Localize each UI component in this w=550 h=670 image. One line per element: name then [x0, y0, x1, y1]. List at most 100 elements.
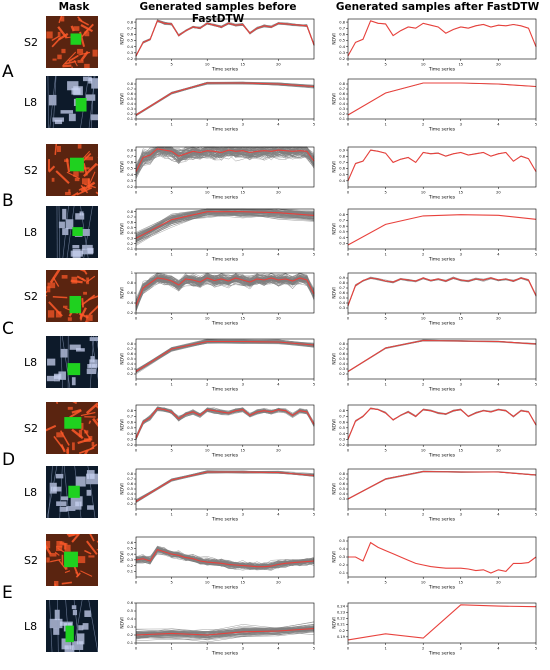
- y-tick-label: 0.8: [127, 281, 133, 285]
- sample-series-line: [347, 340, 537, 372]
- x-tick-label: 2: [206, 647, 208, 651]
- sample-series-line: [135, 213, 315, 245]
- s2-texture: [92, 417, 98, 427]
- y-tick-label: 0.5: [339, 296, 345, 300]
- y-tick-label: 0.2: [127, 564, 133, 568]
- y-tick-label: 0.7: [339, 87, 345, 91]
- l8-road: [57, 600, 59, 652]
- sample-series-line: [136, 550, 315, 568]
- y-tick-label: 0.7: [339, 219, 345, 223]
- mask-region: [72, 227, 83, 237]
- l8-patch: [61, 638, 72, 650]
- sample-series-line: [135, 472, 315, 503]
- x-tick-label: 2: [422, 123, 424, 127]
- l8-road: [52, 76, 57, 128]
- y-tick-label: 0.4: [127, 301, 133, 305]
- s2-texture: [81, 277, 85, 281]
- s2-texture: [89, 443, 98, 450]
- s2-patch: [79, 313, 83, 321]
- x-tick-label: 20: [276, 581, 281, 585]
- x-tick-label: 20: [276, 449, 281, 453]
- group-letter: C: [2, 319, 14, 339]
- sample-series-line: [347, 277, 537, 306]
- s2-texture: [86, 540, 98, 555]
- x-tick-label: 0: [347, 513, 350, 517]
- sample-series-line: [347, 277, 537, 306]
- s2-texture: [83, 270, 88, 275]
- x-axis-label: Time series: [428, 453, 456, 459]
- y-tick-label: 0.5: [127, 167, 133, 171]
- s2-patch: [83, 291, 88, 295]
- x-tick-label: 10: [205, 581, 210, 585]
- sample-series-line: [135, 342, 315, 374]
- s2-texture: [58, 16, 63, 24]
- plot-frame: [347, 468, 537, 510]
- y-tick-label: 0.6: [127, 352, 133, 356]
- x-axis-label: Time series: [211, 517, 239, 523]
- sample-series-line: [135, 20, 315, 57]
- x-tick-label: 2: [206, 383, 208, 387]
- s2-patch: [51, 177, 55, 182]
- l8-patch: [83, 76, 92, 82]
- y-tick-label: 0.6: [127, 601, 133, 605]
- l8-patch: [78, 625, 84, 631]
- sample-series-line: [347, 340, 537, 372]
- l8-patch: [71, 88, 81, 95]
- chart-B-S2-before: 0 5 10 15 20 0.2 0.3 0.4 0.5 0.6 0.7 0.8 Time series…: [120, 146, 315, 201]
- x-tick-label: 20: [496, 449, 501, 453]
- y-tick-label: 0.1: [127, 117, 133, 121]
- sample-series-line: [347, 276, 537, 306]
- y-tick-label: 0.8: [339, 342, 345, 346]
- s2-texture: [71, 66, 73, 68]
- sample-series-line: [347, 339, 537, 372]
- x-tick-label: 2: [422, 383, 424, 387]
- sample-series-line: [347, 470, 537, 500]
- reference-series-line: [135, 20, 315, 57]
- l8-patch: [56, 501, 67, 507]
- s2-texture: [48, 165, 56, 173]
- sample-series-line: [135, 342, 315, 373]
- s2-texture: [78, 186, 86, 191]
- l8-road: [80, 206, 89, 258]
- sample-series-line: [347, 276, 537, 306]
- plot-frame: [347, 208, 537, 250]
- s2-texture: [88, 295, 98, 301]
- y-axis-label: NDVI: [120, 33, 126, 44]
- y-tick-label: 0.4: [127, 231, 133, 235]
- s2-texture: [95, 162, 98, 166]
- x-axis-label: Time series: [211, 387, 239, 393]
- s2-texture: [80, 50, 89, 62]
- sample-series-line: [135, 20, 315, 57]
- y-tick-label: 0.3: [127, 437, 133, 441]
- x-tick-label: 3: [242, 253, 244, 257]
- x-tick-label: 1: [384, 647, 386, 651]
- y-tick-label: 0.19: [337, 635, 346, 639]
- x-tick-label: 5: [313, 513, 315, 517]
- sample-series-line: [135, 410, 315, 441]
- mask-region: [75, 97, 87, 112]
- chart-B-S2-after: 0 5 10 15 20 0.4 0.5 0.6 0.7 0.8 0.9 Time series NDV…: [332, 146, 537, 201]
- sample-series-line: [135, 341, 315, 375]
- x-tick-label: 10: [205, 317, 210, 321]
- s2-patch: [54, 580, 59, 586]
- y-tick-label: 0.3: [339, 241, 345, 245]
- s2-texture: [84, 549, 92, 555]
- x-tick-label: 15: [241, 63, 246, 67]
- s2-patch: [56, 540, 63, 548]
- reference-series-line: [135, 148, 315, 172]
- chart-D-L8-before: 0 1 2 3 4 5 0.20.30.40.50.60.70.8 Time series ND…: [120, 468, 315, 523]
- s2-patch: [56, 432, 64, 438]
- y-tick-label: 0.5: [127, 487, 133, 491]
- x-tick-label: 1: [384, 253, 386, 257]
- l8-patch: [91, 78, 98, 89]
- s2-patch: [68, 189, 71, 193]
- sample-series-line: [347, 471, 537, 500]
- l8-patch: [71, 377, 76, 386]
- sample-series-line: [135, 20, 315, 57]
- s2-texture: [83, 449, 89, 454]
- y-tick-label: 0.5: [339, 39, 345, 43]
- sample-series-line: [347, 471, 537, 500]
- y-axis-label: NDVI: [120, 223, 126, 234]
- sample-series-line: [135, 341, 315, 373]
- y-tick-label: 0.5: [339, 173, 345, 177]
